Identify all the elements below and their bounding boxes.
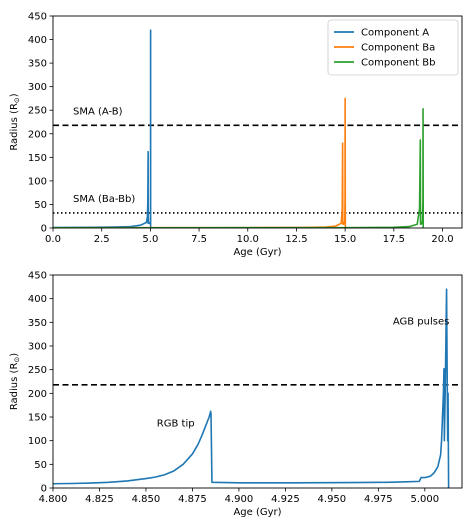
x-tick-label: 15.0 bbox=[334, 234, 356, 245]
legend-entry: Component A bbox=[361, 28, 429, 39]
series-line-component-bb bbox=[53, 108, 425, 228]
y-axis-label: Radius (R⊙) bbox=[9, 353, 21, 410]
y-tick-label: 100 bbox=[28, 176, 47, 187]
y-tick-label: 150 bbox=[28, 413, 47, 424]
annotation-label: RGB tip bbox=[157, 418, 195, 429]
reference-line-label: SMA (A-B) bbox=[73, 106, 123, 117]
x-tick-label: 4.850 bbox=[132, 494, 161, 505]
x-tick-label: 5.0 bbox=[142, 234, 158, 245]
x-axis-label: Age (Gyr) bbox=[233, 507, 281, 518]
y-axis-label-main: Radius (R bbox=[9, 363, 20, 411]
y-tick-label: 300 bbox=[28, 342, 47, 353]
y-tick-label: 200 bbox=[28, 129, 47, 140]
x-axis-label: Age (Gyr) bbox=[233, 247, 281, 258]
x-tick-label: 4.800 bbox=[39, 494, 68, 505]
annotation-label: AGB pulses bbox=[393, 317, 450, 328]
y-axis-label-sub: ⊙ bbox=[13, 97, 21, 103]
x-tick-label: 17.5 bbox=[383, 234, 405, 245]
reference-line-label: SMA (Ba-Bb) bbox=[73, 194, 135, 205]
y-tick-label: 50 bbox=[34, 200, 47, 211]
x-tick-label: 4.925 bbox=[271, 494, 300, 505]
top-panel: SMA (A-B) SMA (Ba-Bb) 0.0 2.5 5.0 7.5 10.0 12.5… bbox=[9, 12, 463, 258]
y-tick-label: 200 bbox=[28, 389, 47, 400]
x-tick-label: 7.5 bbox=[191, 234, 207, 245]
x-tick-label: 5.000 bbox=[410, 494, 439, 505]
legend: Component A Component Ba Component Bb bbox=[327, 19, 459, 76]
y-tick-label: 50 bbox=[34, 460, 47, 471]
y-tick-label: 0 bbox=[41, 224, 47, 235]
series-line-0 bbox=[53, 288, 450, 488]
y-tick-label: 450 bbox=[28, 12, 47, 23]
y-tick-label: 150 bbox=[28, 153, 47, 164]
x-tick-label: 0.0 bbox=[45, 234, 61, 245]
y-axis-label-close: ) bbox=[9, 353, 20, 357]
series-line-component-ba bbox=[53, 97, 347, 228]
y-tick-label: 250 bbox=[28, 365, 47, 376]
x-tick-label: 10.0 bbox=[237, 234, 259, 245]
series-group bbox=[53, 288, 450, 488]
y-tick-label: 450 bbox=[28, 271, 47, 282]
y-tick-label: 400 bbox=[28, 35, 47, 46]
y-axis-label-sub: ⊙ bbox=[13, 357, 21, 363]
y-tick-label: 0 bbox=[41, 484, 47, 495]
x-tick-label: 12.5 bbox=[285, 234, 307, 245]
x-tick-label: 4.900 bbox=[225, 494, 254, 505]
x-tick-label: 4.950 bbox=[318, 494, 347, 505]
bottom-panel: 4.800 4.825 4.850 4.875 4.900 4.925 4.950 4.975… bbox=[9, 271, 463, 518]
legend-entry: Component Bb bbox=[361, 58, 435, 69]
x-tick-label: 4.875 bbox=[178, 494, 207, 505]
y-axis-label-main: Radius (R bbox=[9, 103, 20, 151]
axes-frame bbox=[52, 15, 463, 229]
y-tick-label: 250 bbox=[28, 106, 47, 117]
axes-frame bbox=[52, 274, 463, 489]
y-tick-label: 350 bbox=[28, 59, 47, 70]
y-axis-label-close: ) bbox=[9, 93, 20, 97]
y-tick-label: 100 bbox=[28, 436, 47, 447]
y-tick-label: 350 bbox=[28, 318, 47, 329]
y-tick-label: 400 bbox=[28, 294, 47, 305]
legend-box bbox=[327, 19, 459, 76]
x-tick-label: 4.825 bbox=[85, 494, 114, 505]
legend-entry: Component Ba bbox=[361, 43, 435, 54]
x-tick-label: 4.975 bbox=[364, 494, 393, 505]
x-tick-label: 2.5 bbox=[94, 234, 110, 245]
x-tick-label: 20.0 bbox=[431, 234, 453, 245]
y-tick-label: 300 bbox=[28, 82, 47, 93]
y-axis-label: Radius (R⊙) bbox=[9, 93, 21, 150]
